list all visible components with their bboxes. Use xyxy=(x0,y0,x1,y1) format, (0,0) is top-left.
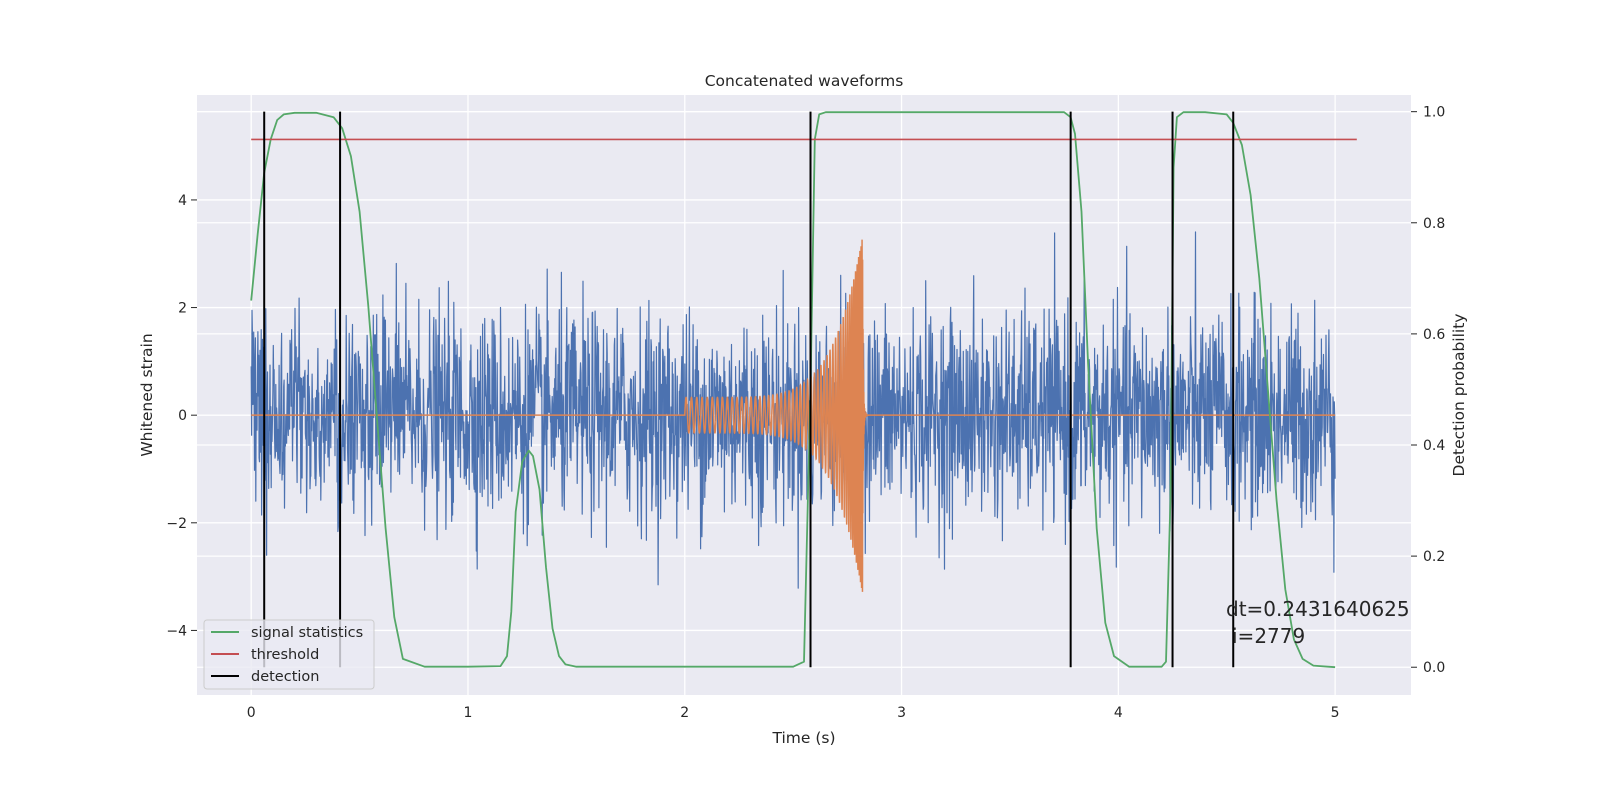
annotation-dt: dt=0.2431640625 xyxy=(1226,597,1410,621)
y-tick-label: 2 xyxy=(178,301,187,317)
y2-axis-label: Detection probability xyxy=(1450,314,1468,477)
y2-tick-label: 0.6 xyxy=(1423,327,1445,343)
y-tick-label: −2 xyxy=(166,516,187,532)
y2-tick-label: 0.8 xyxy=(1423,216,1445,232)
y2-tick-label: 1.0 xyxy=(1423,105,1445,121)
x-tick-label: 1 xyxy=(464,705,473,721)
y2-tick-label: 0.4 xyxy=(1423,438,1445,454)
legend: signal statistics threshold detection xyxy=(203,619,375,690)
injected-signal-trace xyxy=(251,239,1336,592)
y-tick-label: 0 xyxy=(178,408,187,424)
legend-label-detection: detection xyxy=(251,669,319,685)
y-tick-label: −4 xyxy=(166,623,187,639)
y2-tick-label: 0.2 xyxy=(1423,549,1445,565)
legend-box xyxy=(203,619,375,690)
signal-statistics-line xyxy=(250,111,1336,669)
y2-tick-label: 0.0 xyxy=(1423,660,1445,676)
y-axis-label: Whitened strain xyxy=(138,333,156,456)
annotation-index: i=2779 xyxy=(1232,624,1305,648)
y-tick-label: 4 xyxy=(178,193,187,209)
x-tick-label: 0 xyxy=(247,705,256,721)
x-tick-label: 3 xyxy=(897,705,906,721)
detection-lines xyxy=(263,111,1235,668)
x-tick-label: 2 xyxy=(680,705,689,721)
x-tick-label: 4 xyxy=(1114,705,1123,721)
x-axis-label: Time (s) xyxy=(771,729,835,747)
legend-label-threshold: threshold xyxy=(251,647,319,663)
x-tick-label: 5 xyxy=(1331,705,1340,721)
signal-statistics-series xyxy=(250,111,1336,669)
injected-signal-series xyxy=(251,239,1336,592)
legend-label-signal-statistics: signal statistics xyxy=(251,625,363,641)
chart-title: Concatenated waveforms xyxy=(705,72,904,90)
tick-labels: 0 1 2 3 4 5 −4 −2 0 2 4 0.0 0.2 0.4 0.6 0.8 1.0 xyxy=(166,105,1445,721)
